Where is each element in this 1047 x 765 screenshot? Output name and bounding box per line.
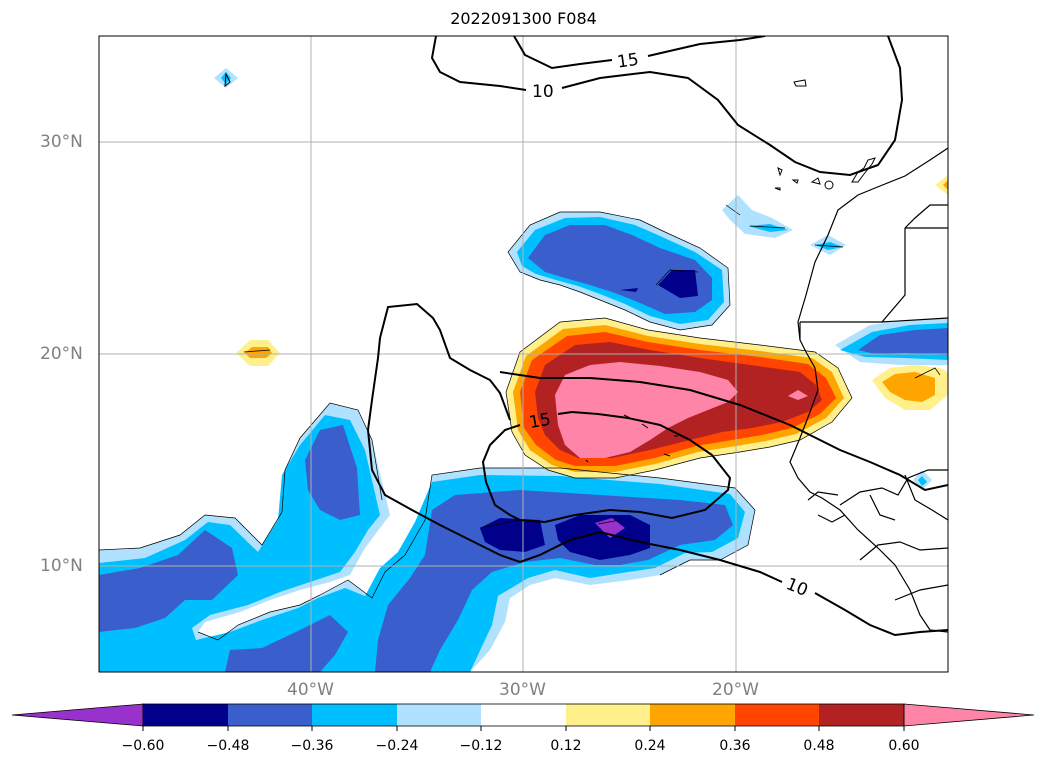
- longitude-label-20w: 20°W: [712, 680, 759, 700]
- colorbar-extend-min: [11, 703, 144, 727]
- colorbar-segment: [481, 704, 566, 726]
- contour-label: 15: [616, 50, 640, 73]
- colorbar-tick-label: −0.36: [290, 738, 334, 754]
- colorbar-segment: [566, 704, 650, 726]
- colorbar-segment: [143, 704, 228, 726]
- colorbar-tick-label: 0.12: [550, 738, 582, 754]
- latitude-label-30n: 30°N: [40, 132, 83, 152]
- colorbar-frame: [142, 703, 905, 727]
- longitude-label-30w: 30°W: [499, 680, 546, 700]
- contour-label: 10: [783, 574, 811, 601]
- colorbar-segment: [819, 704, 904, 726]
- colorbar-tick-label: −0.12: [459, 738, 503, 754]
- colorbar-segment: [397, 704, 481, 726]
- longitude-label-40w: 40°W: [287, 680, 334, 700]
- islands: [224, 72, 876, 463]
- colorbar-segment: [312, 704, 397, 726]
- colorbar-tick-label: 0.36: [719, 738, 751, 754]
- coastlines: [789, 147, 948, 633]
- colorbar-tick-label: 0.24: [634, 738, 666, 754]
- colorbar-tick-label: −0.48: [206, 738, 250, 754]
- colorbar-tick-label: −0.60: [121, 738, 165, 754]
- latitude-label-10n: 10°N: [40, 556, 83, 576]
- colorbar-segment: [228, 704, 312, 726]
- contour-label: 10: [532, 82, 554, 102]
- latitude-label-20n: 20°N: [40, 344, 83, 364]
- colorbar-tick-label: 0.60: [888, 738, 920, 754]
- colorbar-segment: [650, 704, 735, 726]
- colorbar-tick-label: 0.48: [803, 738, 835, 754]
- map-frame: [98, 35, 949, 673]
- colorbar-tick-label: −0.24: [375, 738, 419, 754]
- contour-label: 15: [528, 410, 553, 433]
- colorbar: [11, 703, 1035, 731]
- positive-anomaly-shading: [236, 175, 948, 478]
- contour-lines: [366, 36, 948, 637]
- anomaly-boundary-lines: [99, 204, 941, 641]
- colorbar-segment: [735, 704, 819, 726]
- negative-anomaly-shading-north: [508, 212, 730, 330]
- map-area: [99, 36, 948, 672]
- plot-title: 2022091300 F084: [450, 9, 597, 28]
- colorbar-extend-max: [903, 703, 1035, 727]
